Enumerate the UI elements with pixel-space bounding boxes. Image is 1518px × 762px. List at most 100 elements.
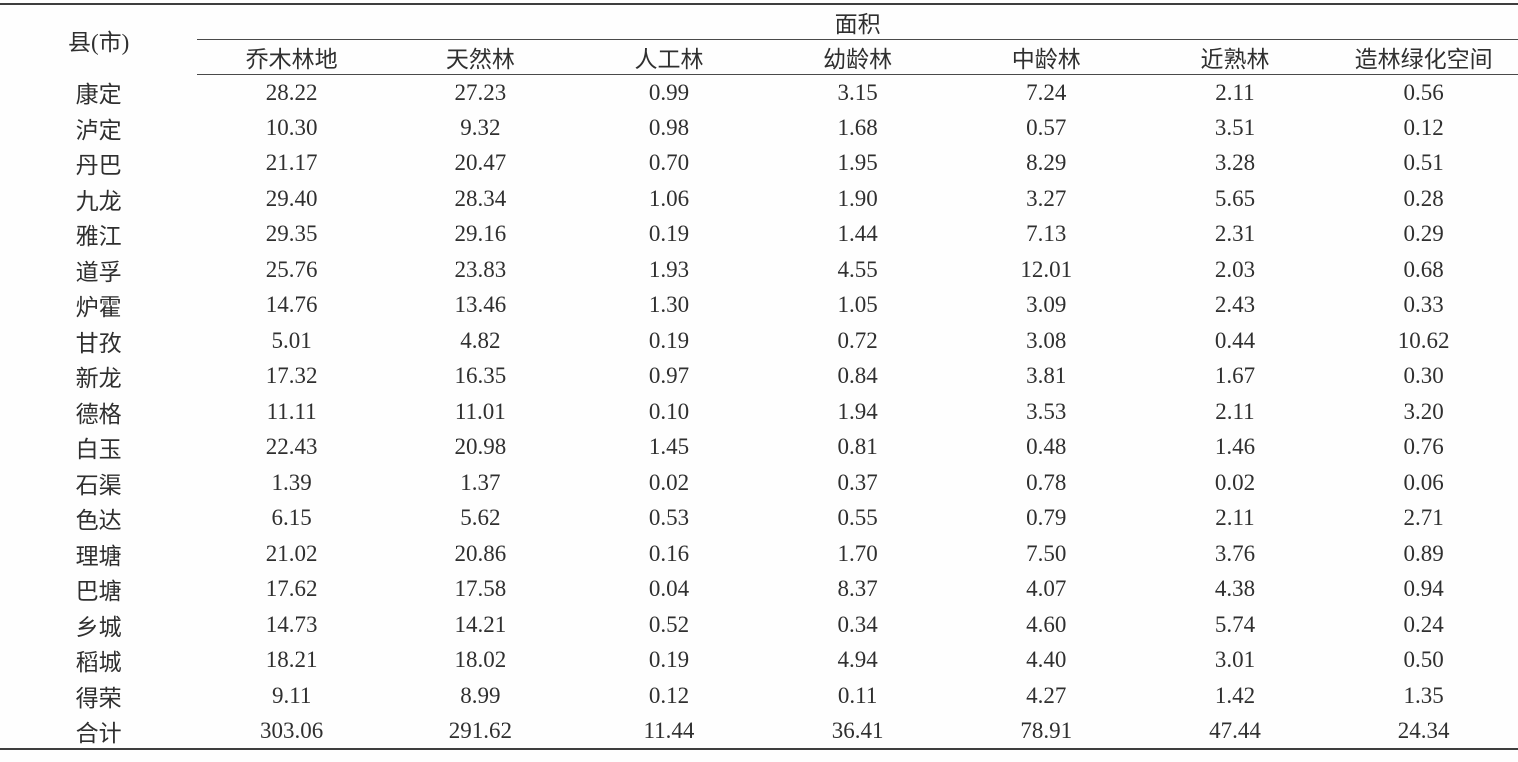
value-cell: 0.28 [1403, 185, 1444, 211]
value-cell: 27.23 [454, 79, 507, 105]
value-cell: 0.11 [837, 682, 878, 708]
value-cell: 0.99 [648, 79, 690, 105]
value-cell: 4.82 [460, 327, 501, 353]
county-cell: 乡城 [75, 614, 122, 640]
value-cell: 28.34 [454, 185, 507, 211]
county-cell: 得荣 [75, 685, 122, 711]
value-cell: 0.24 [1403, 611, 1444, 637]
table-row: 雅江 29.35 29.16 0.19 1.44 7.13 2.31 0.29 [0, 217, 1518, 253]
value-cell: 3.27 [1026, 185, 1067, 211]
value-cell: 2.43 [1214, 292, 1256, 318]
value-cell: 23.83 [454, 256, 507, 282]
paper-table-sheet: 县(市) 面积 乔木林地 天然林 人工林 幼龄林 中龄林 近熟林 造林绿化空间 康定 28.2… [0, 3, 1518, 762]
value-cell: 8.99 [460, 682, 501, 708]
value-cell: 0.78 [1026, 469, 1067, 495]
county-cell: 泸定 [75, 117, 122, 143]
value-cell: 0.68 [1403, 256, 1444, 282]
value-cell: 20.86 [454, 540, 507, 566]
value-cell: 3.09 [1026, 292, 1067, 318]
value-cell: 4.55 [837, 256, 878, 282]
value-cell: 8.29 [1026, 150, 1067, 176]
value-cell: 0.57 [1026, 114, 1067, 140]
value-cell: 13.46 [454, 292, 507, 318]
value-cell: 0.12 [1403, 114, 1444, 140]
value-cell: 0.72 [837, 327, 878, 353]
value-cell: 17.32 [265, 363, 318, 389]
county-cell: 九龙 [75, 188, 122, 214]
table-row: 乡城 14.73 14.21 0.52 0.34 4.60 5.74 0.24 [0, 607, 1518, 643]
value-cell: 0.19 [648, 647, 690, 673]
value-cell: 0.89 [1403, 540, 1444, 566]
value-cell: 1.37 [460, 469, 501, 495]
value-cell: 10.62 [1397, 327, 1450, 353]
value-cell: 0.19 [648, 327, 690, 353]
value-cell: 9.32 [460, 114, 501, 140]
column-header: 中龄林 [951, 39, 1141, 75]
value-cell: 3.28 [1214, 150, 1256, 176]
county-column-header: 县(市) [68, 29, 130, 55]
value-cell: 28.22 [265, 79, 318, 105]
value-cell: 2.11 [1215, 398, 1255, 424]
value-cell: 0.51 [1403, 150, 1444, 176]
value-cell: 1.30 [648, 292, 690, 318]
value-cell: 2.31 [1214, 221, 1256, 247]
value-cell: 29.35 [265, 221, 318, 247]
column-header: 乔木林地 [197, 39, 386, 75]
column-header: 幼龄林 [763, 39, 952, 75]
value-cell: 78.91 [1020, 717, 1073, 743]
value-cell: 0.04 [648, 576, 690, 602]
value-cell: 2.11 [1215, 505, 1255, 531]
value-cell: 25.76 [265, 256, 318, 282]
column-header: 人工林 [574, 39, 764, 75]
table-row: 九龙 29.40 28.34 1.06 1.90 3.27 5.65 0.28 [0, 181, 1518, 217]
county-cell: 色达 [75, 508, 122, 534]
table-row: 康定 28.22 27.23 0.99 3.15 7.24 2.11 0.56 [0, 75, 1518, 111]
value-cell: 0.30 [1403, 363, 1444, 389]
value-cell: 0.12 [648, 682, 690, 708]
value-cell: 3.01 [1214, 647, 1256, 673]
table-row: 理塘 21.02 20.86 0.16 1.70 7.50 3.76 0.89 [0, 536, 1518, 572]
value-cell: 8.37 [837, 576, 878, 602]
county-cell: 丹巴 [75, 153, 122, 179]
group-header-row: 县(市) 面积 [0, 4, 1518, 55]
value-cell: 1.45 [648, 434, 690, 460]
value-cell: 2.11 [1215, 79, 1255, 105]
value-cell: 0.02 [1214, 469, 1256, 495]
value-cell: 0.48 [1026, 434, 1067, 460]
value-cell: 0.84 [837, 363, 878, 389]
value-cell: 1.05 [837, 292, 878, 318]
value-cell: 0.56 [1403, 79, 1444, 105]
column-header: 造林绿化空间 [1329, 39, 1518, 75]
value-cell: 0.33 [1403, 292, 1444, 318]
county-cell: 雅江 [75, 224, 122, 250]
value-cell: 5.62 [460, 505, 501, 531]
total-row: 合计 303.06 291.62 11.44 36.41 78.91 47.44 24.34 [0, 714, 1518, 750]
value-cell: 3.76 [1214, 540, 1256, 566]
county-cell: 巴塘 [75, 579, 122, 605]
value-cell: 7.50 [1026, 540, 1067, 566]
table-row: 道孚 25.76 23.83 1.93 4.55 12.01 2.03 0.68 [0, 252, 1518, 288]
value-cell: 0.37 [837, 469, 878, 495]
value-cell: 2.03 [1214, 256, 1256, 282]
area-statistics-table: 县(市) 面积 乔木林地 天然林 人工林 幼龄林 中龄林 近熟林 造林绿化空间 康定 28.2… [0, 3, 1518, 750]
value-cell: 17.62 [265, 576, 318, 602]
county-cell: 合计 [75, 720, 122, 746]
county-cell: 甘孜 [75, 330, 122, 356]
value-cell: 14.76 [265, 292, 318, 318]
value-cell: 21.02 [265, 540, 318, 566]
table-row: 色达 6.15 5.62 0.53 0.55 0.79 2.11 2.71 [0, 501, 1518, 537]
value-cell: 12.01 [1020, 256, 1073, 282]
area-group-header: 面积 [197, 4, 1518, 40]
value-cell: 11.44 [643, 717, 695, 743]
value-cell: 1.90 [837, 185, 878, 211]
value-cell: 16.35 [454, 363, 507, 389]
table-header: 县(市) 面积 乔木林地 天然林 人工林 幼龄林 中龄林 近熟林 造林绿化空间 [0, 4, 1518, 75]
value-cell: 5.65 [1214, 185, 1256, 211]
value-cell: 1.06 [648, 185, 690, 211]
table-row: 白玉 22.43 20.98 1.45 0.81 0.48 1.46 0.76 [0, 430, 1518, 466]
value-cell: 4.94 [837, 647, 878, 673]
county-cell: 炉霍 [75, 295, 122, 321]
value-cell: 3.81 [1026, 363, 1067, 389]
value-cell: 0.29 [1403, 221, 1444, 247]
value-cell: 6.15 [271, 505, 312, 531]
